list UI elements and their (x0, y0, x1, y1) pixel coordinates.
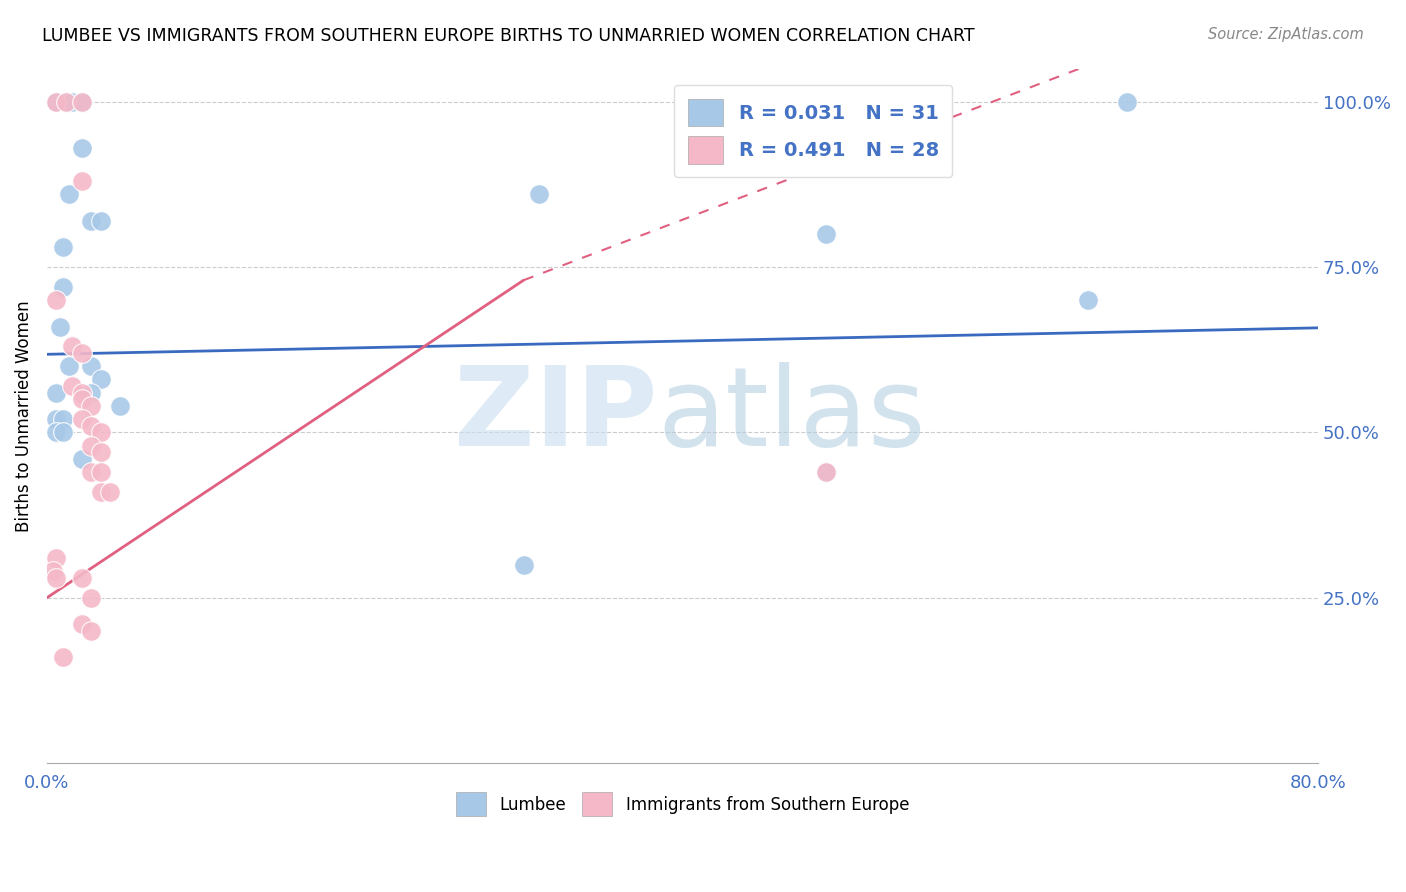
Point (70, 346, 93, 360)
Point (80, 418, 103, 433)
Point (58, 187, 80, 202)
Point (60, 339, 83, 353)
Point (52, 425, 75, 440)
Point (80, 624, 103, 638)
Point (45, 425, 67, 440)
Point (814, 465, 837, 479)
Point (70, 95, 93, 109)
Text: Source: ZipAtlas.com: Source: ZipAtlas.com (1208, 27, 1364, 42)
Point (55, 95, 77, 109)
Point (70, 95, 93, 109)
Point (70, 141, 93, 155)
Point (55, 95, 77, 109)
Y-axis label: Births to Unmarried Women: Births to Unmarried Women (15, 300, 32, 532)
Point (52, 650, 75, 665)
Text: ZIP: ZIP (454, 362, 657, 469)
Point (512, 558, 534, 572)
Point (70, 451, 93, 466)
Point (45, 571, 67, 585)
Point (1077, 293, 1099, 307)
Point (80, 359, 103, 374)
Point (814, 465, 837, 479)
Point (58, 359, 80, 374)
Point (90, 445, 112, 459)
Point (90, 425, 112, 440)
Point (70, 385, 93, 400)
Point (48, 319, 70, 334)
Point (60, 379, 83, 393)
Point (70, 617, 93, 632)
Point (52, 412, 75, 426)
Point (45, 385, 67, 400)
Point (45, 551, 67, 566)
Point (90, 465, 112, 479)
Point (70, 412, 93, 426)
Point (52, 240, 75, 254)
Point (80, 213, 103, 227)
Point (814, 227, 837, 241)
Point (80, 385, 103, 400)
Point (80, 465, 103, 479)
Point (45, 293, 67, 307)
Point (90, 372, 112, 386)
Point (80, 399, 103, 413)
Point (70, 571, 93, 585)
Point (1116, 95, 1139, 109)
Point (45, 412, 67, 426)
Point (45, 95, 67, 109)
Text: atlas: atlas (657, 362, 925, 469)
Point (90, 484, 112, 499)
Point (70, 392, 93, 407)
Legend: Lumbee, Immigrants from Southern Europe: Lumbee, Immigrants from Southern Europe (447, 784, 918, 824)
Point (108, 399, 131, 413)
Point (70, 174, 93, 188)
Point (80, 439, 103, 453)
Point (80, 591, 103, 605)
Point (529, 187, 551, 202)
Point (90, 213, 112, 227)
Point (52, 280, 75, 294)
Point (60, 95, 83, 109)
Point (100, 484, 122, 499)
Text: LUMBEE VS IMMIGRANTS FROM SOUTHERN EUROPE BIRTHS TO UNMARRIED WOMEN CORRELATION : LUMBEE VS IMMIGRANTS FROM SOUTHERN EUROP… (42, 27, 974, 45)
Point (45, 95, 67, 109)
Point (42, 564, 65, 578)
